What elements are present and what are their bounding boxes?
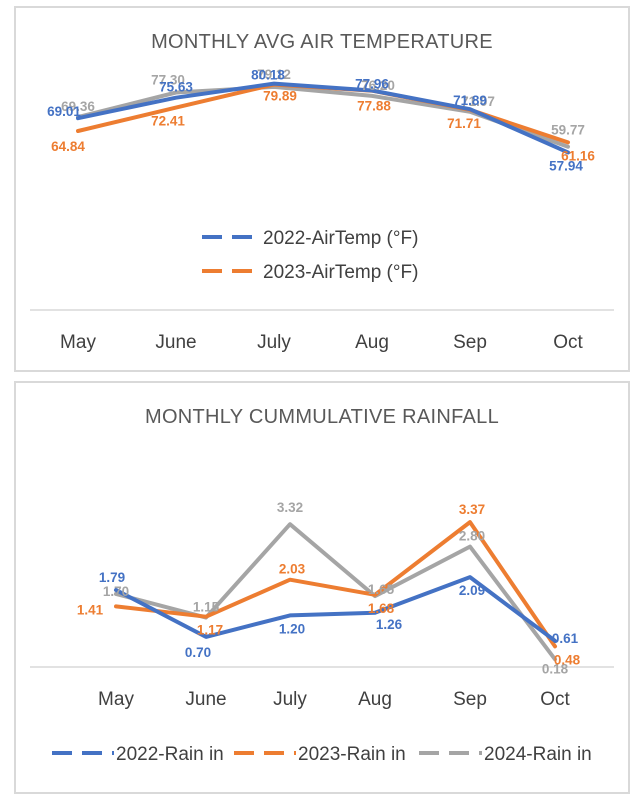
data-label-2024: 77.30 <box>151 73 185 88</box>
data-label-2023: 0.48 <box>554 652 581 667</box>
rainfall-chart-panel: MONTHLY CUMMULATIVE RAINFALL May June July A… <box>14 381 630 794</box>
legend-label-2022: 2022-Rain in <box>116 744 224 765</box>
data-label-2023: 71.71 <box>447 116 481 131</box>
data-label-2023: 77.88 <box>357 99 391 114</box>
x-tick-label: July <box>257 332 291 353</box>
data-label-2024: 0.18 <box>542 661 569 676</box>
data-label-2024: 71.07 <box>461 94 495 109</box>
data-label-2024: 79.12 <box>257 67 291 82</box>
data-label-2023: 61.16 <box>561 148 595 163</box>
chart-title: MONTHLY CUMMULATIVE RAINFALL <box>145 406 499 428</box>
data-label-2024: 2.80 <box>459 529 485 544</box>
x-tick-label: Oct <box>553 332 583 353</box>
data-label-2023: 2.03 <box>279 562 306 577</box>
data-label-2024: 1.15 <box>193 600 220 615</box>
data-label-2023: 1.41 <box>77 602 104 617</box>
rainfall-chart: MONTHLY CUMMULATIVE RAINFALL May June July A… <box>30 406 614 765</box>
data-label-2022: 57.94 <box>549 158 583 173</box>
x-tick-label: June <box>155 332 196 353</box>
x-tick-label: Sep <box>453 689 487 710</box>
data-label-2024: 3.32 <box>277 500 303 515</box>
data-label-2023: 79.89 <box>263 89 297 104</box>
temperature-chart-panel: MONTHLY AVG AIR TEMPERATURE May June July Au… <box>14 6 630 372</box>
data-label-2023: 1.68 <box>368 601 395 616</box>
series-line-2022 <box>114 575 557 643</box>
x-tick-label: Aug <box>358 689 392 710</box>
data-label-2022: 75.63 <box>159 80 193 95</box>
legend-label-2022: 2022-AirTemp (°F) <box>263 228 418 249</box>
data-label-2022: 1.79 <box>99 570 125 585</box>
legend-label-2024: 2024-Rain in <box>484 744 592 765</box>
series-line-2022 <box>76 81 570 155</box>
data-label-2024: 59.77 <box>551 123 585 138</box>
data-label-2022: 1.26 <box>376 617 403 632</box>
data-label-2023: 72.41 <box>151 114 185 129</box>
data-label-2023: 1.17 <box>197 623 223 638</box>
data-label-2023: 3.37 <box>459 502 485 517</box>
x-tick-label: May <box>60 332 96 353</box>
data-label-2022: 71.89 <box>453 93 487 108</box>
data-label-2022: 77.96 <box>355 76 389 91</box>
legend-label-2023: 2023-AirTemp (°F) <box>263 262 418 283</box>
data-label-2022: 80.18 <box>251 68 285 83</box>
data-label-2022: 69.01 <box>47 104 81 119</box>
data-label-2022: 0.61 <box>552 631 579 646</box>
data-label-2024: 1.70 <box>103 584 129 599</box>
data-label-2024: 76.20 <box>361 78 395 93</box>
data-label-2022: 2.09 <box>459 583 485 598</box>
x-tick-label: Aug <box>355 332 389 353</box>
x-tick-label: June <box>185 689 226 710</box>
x-tick-label: July <box>273 689 307 710</box>
series-line-2023 <box>114 520 557 649</box>
data-label-2024: 1.65 <box>368 582 395 597</box>
x-tick-label: Oct <box>540 689 570 710</box>
legend-label-2023: 2023-Rain in <box>298 744 406 765</box>
x-tick-label: May <box>98 689 134 710</box>
data-label-2022: 0.70 <box>185 645 211 660</box>
chart-title: MONTHLY AVG AIR TEMPERATURE <box>151 31 493 53</box>
x-tick-label: Sep <box>453 332 487 353</box>
temperature-chart: MONTHLY AVG AIR TEMPERATURE May June July Au… <box>30 31 614 353</box>
data-label-2023: 64.84 <box>51 139 85 154</box>
data-label-2022: 1.20 <box>279 621 305 636</box>
data-label-2024: 69.36 <box>61 99 95 114</box>
